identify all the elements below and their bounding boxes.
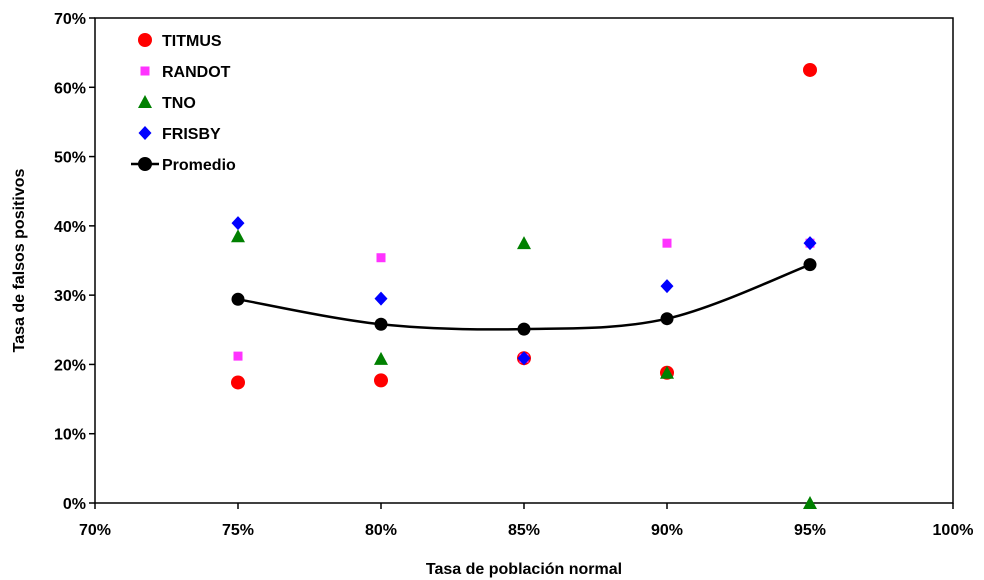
data-point-titmus — [231, 375, 245, 390]
x-tick-label: 75% — [222, 522, 254, 539]
legend-label-tno: TNO — [162, 95, 196, 112]
data-point-tno — [231, 229, 245, 243]
y-tick-label: 20% — [54, 357, 86, 374]
data-point-frisby — [803, 236, 817, 251]
legend-item-tno: TNO — [138, 95, 196, 112]
x-tick-label: 95% — [794, 522, 826, 539]
plot-area-frame — [94, 17, 954, 504]
legend-item-randot: RANDOT — [140, 64, 231, 81]
legend-item-titmus: TITMUS — [138, 33, 222, 50]
data-point-promedio — [374, 317, 388, 331]
series-tno — [231, 229, 817, 509]
legend-marker-promedio — [138, 157, 152, 171]
data-point-promedio — [517, 322, 531, 336]
data-point-promedio — [803, 258, 817, 272]
data-point-tno — [803, 496, 817, 509]
data-point-frisby — [231, 216, 245, 231]
x-tick-label: 80% — [365, 522, 397, 539]
y-axis-title: Tasa de falsos positivos — [11, 169, 28, 353]
data-point-titmus — [374, 373, 388, 388]
series-titmus — [231, 62, 817, 390]
data-point-tno — [660, 365, 674, 379]
y-tick-label: 60% — [54, 80, 86, 97]
legend-marker-tno — [138, 95, 152, 108]
data-point-tno — [374, 351, 388, 365]
y-axis-ticks: 0% 10% 20% 30% 40% 50% 60% 70% — [54, 11, 95, 513]
x-axis-title: Tasa de población normal — [426, 561, 622, 578]
y-tick-label: 70% — [54, 11, 86, 28]
x-axis-ticks: 70% 75% 80% 85% 90% 95% 100% — [79, 503, 973, 539]
legend-label-frisby: FRISBY — [162, 126, 221, 143]
x-tick-label: 85% — [508, 522, 540, 539]
legend-item-promedio: Promedio — [131, 157, 236, 174]
x-tick-label: 100% — [933, 522, 974, 539]
y-tick-label: 40% — [54, 219, 86, 236]
data-point-frisby — [374, 291, 388, 306]
y-tick-label: 30% — [54, 288, 86, 305]
data-point-frisby — [517, 351, 531, 366]
series-layer — [231, 62, 817, 509]
legend-label-promedio: Promedio — [162, 157, 236, 174]
data-point-promedio — [660, 312, 674, 326]
series-promedio-line — [237, 263, 811, 331]
data-point-randot — [233, 351, 243, 361]
legend-marker-randot — [140, 66, 150, 76]
data-point-randot — [376, 253, 386, 263]
legend-label-titmus: TITMUS — [162, 33, 222, 50]
series-promedio — [231, 258, 817, 336]
legend: TITMUS RANDOT TNO FRISBY Promedio — [131, 33, 236, 174]
data-point-promedio — [231, 292, 245, 306]
y-tick-label: 10% — [54, 427, 86, 444]
y-tick-label: 50% — [54, 150, 86, 167]
legend-marker-frisby — [138, 126, 152, 140]
data-point-frisby — [660, 279, 674, 294]
series-randot — [233, 238, 815, 363]
legend-marker-titmus — [138, 33, 152, 47]
series-frisby — [231, 216, 817, 366]
legend-label-randot: RANDOT — [162, 64, 231, 81]
y-tick-label: 0% — [63, 496, 86, 513]
data-point-titmus — [803, 62, 817, 77]
data-point-tno — [517, 236, 531, 250]
data-point-randot — [662, 238, 672, 248]
x-tick-label: 70% — [79, 522, 111, 539]
x-tick-label: 90% — [651, 522, 683, 539]
legend-item-frisby: FRISBY — [138, 126, 221, 143]
